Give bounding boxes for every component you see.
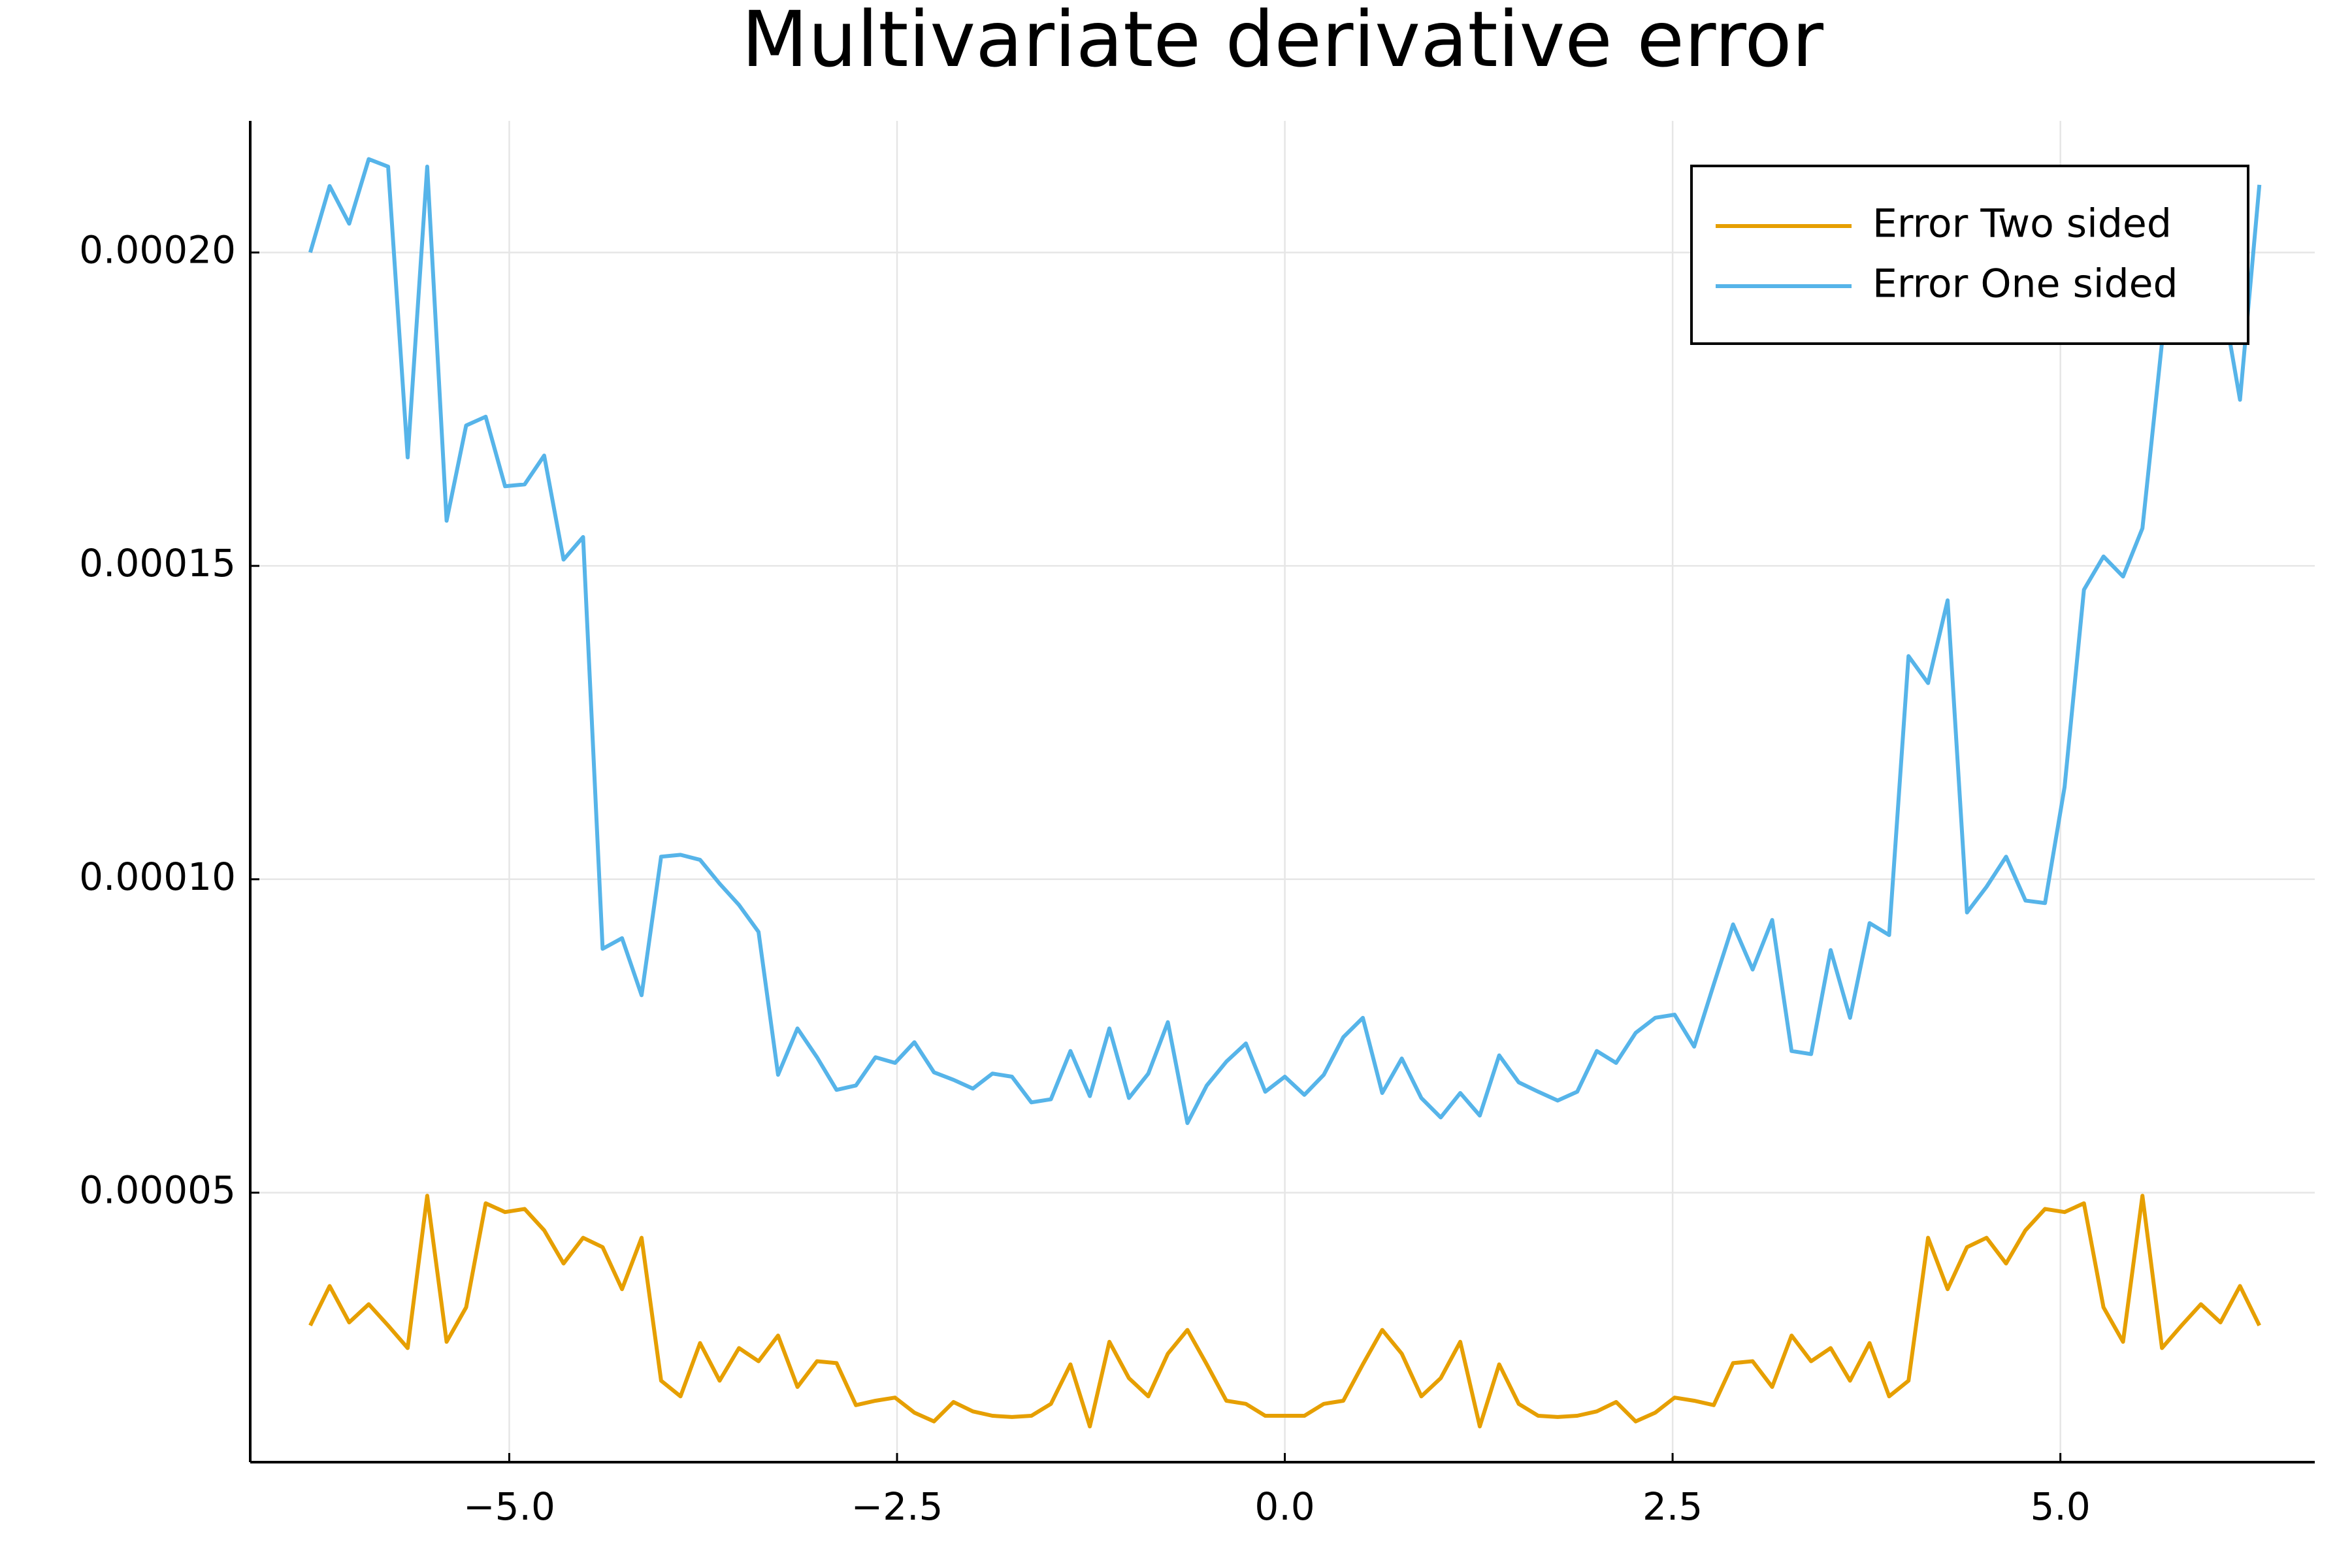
legend-label: Error Two sided	[1872, 201, 2172, 247]
chart-title: Multivariate derivative error	[742, 0, 1824, 84]
series-line	[308, 157, 2262, 1125]
y-tick-label: 0.00015	[79, 541, 236, 585]
x-tick-label: −5.0	[463, 1484, 555, 1529]
y-tick-label: 0.00010	[79, 855, 236, 899]
x-tick-label: 5.0	[2031, 1484, 2091, 1529]
x-tick-label: 0.0	[1254, 1484, 1315, 1529]
y-tick-label: 0.00005	[79, 1168, 236, 1213]
series-line	[308, 1194, 2261, 1429]
legend-box	[1690, 165, 2249, 345]
x-tick-label: −2.5	[851, 1484, 943, 1529]
y-tick-label: 0.00020	[79, 228, 236, 272]
legend-label: Error One sided	[1872, 261, 2178, 307]
x-tick-label: 2.5	[1642, 1484, 1703, 1529]
